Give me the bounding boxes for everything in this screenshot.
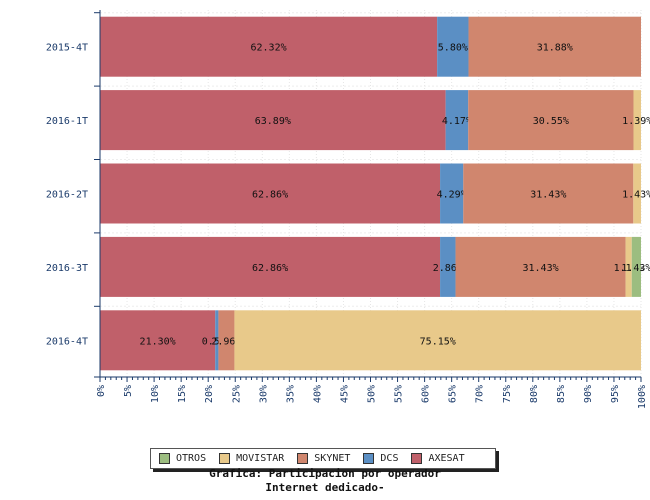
legend-item-otros: OTROS xyxy=(159,453,206,464)
legend-item-skynet: SKYNET xyxy=(297,453,350,464)
data-label: 31.43% xyxy=(523,263,559,274)
x-tick-label: 20% xyxy=(204,385,215,403)
x-tick-label: 5% xyxy=(123,385,134,397)
chart-legend: OTROS MOVISTAR SKYNET DCS AXESAT xyxy=(150,448,496,469)
data-label: 1.43% xyxy=(622,190,650,201)
x-tick-label: 15% xyxy=(177,385,188,403)
bar-segment-movistar xyxy=(633,90,641,151)
data-label: 62.86% xyxy=(252,263,288,274)
bar-segment-dcs xyxy=(437,16,469,77)
x-tick-label: 40% xyxy=(312,385,323,403)
legend-swatch xyxy=(411,453,423,464)
data-label: 75.15% xyxy=(420,336,456,347)
bar-segment-skynet xyxy=(463,163,634,224)
legend-label: MOVISTAR xyxy=(236,453,285,464)
bar-segment-axesat xyxy=(100,90,446,151)
data-label: 5.80% xyxy=(438,43,468,54)
x-tick-label: 10% xyxy=(150,385,161,403)
x-tick-label: 85% xyxy=(556,385,567,403)
x-tick-label: 70% xyxy=(475,385,486,403)
data-label: 1.43% xyxy=(621,263,650,274)
bar-segment-skynet xyxy=(455,236,626,297)
x-tick-label: 35% xyxy=(285,385,296,403)
legend-label: AXESAT xyxy=(428,453,465,464)
category-label: 2016-1T xyxy=(46,116,88,127)
x-tick-label: 30% xyxy=(258,385,269,403)
x-tick-label: 50% xyxy=(367,385,378,403)
x-tick-label: 0% xyxy=(96,385,107,397)
bar-segment-axesat xyxy=(100,236,441,297)
category-label: 2016-4T xyxy=(46,336,88,347)
x-tick-label: 100% xyxy=(637,385,648,409)
data-label: 63.89% xyxy=(255,116,291,127)
x-tick-label: 75% xyxy=(502,385,513,403)
bar-segment-skynet xyxy=(468,16,641,77)
bar-segment-axesat xyxy=(100,310,216,371)
bar-segment-otros xyxy=(631,236,641,297)
x-tick-label: 45% xyxy=(339,385,350,403)
bar-segment-dcs xyxy=(215,310,219,371)
x-tick-label: 25% xyxy=(231,385,242,403)
data-label: 31.88% xyxy=(537,43,573,54)
data-label: 2.96% xyxy=(211,336,241,347)
data-label: 0.59% xyxy=(202,336,232,347)
bar-segment-dcs xyxy=(445,90,469,151)
bar-segment-skynet xyxy=(468,90,634,151)
legend-swatch xyxy=(219,453,231,464)
category-label: 2015-4T xyxy=(46,43,88,54)
bar-segment-dcs xyxy=(440,163,464,224)
bar-segment-movistar xyxy=(625,236,632,297)
x-tick-label: 65% xyxy=(448,385,459,403)
data-label: 62.86% xyxy=(252,190,288,201)
legend-label: DCS xyxy=(380,453,399,464)
data-label: 21.30% xyxy=(140,336,176,347)
data-label: 31.43% xyxy=(530,190,566,201)
data-label: 62.32% xyxy=(251,43,287,54)
chart-bars: 62.32% 5.80% 31.88% 63.89% 4.17% 30.55% 1.39% 6… xyxy=(100,16,650,371)
x-tick-label: 90% xyxy=(583,385,594,403)
bar-segment-skynet xyxy=(218,310,235,371)
bar-segment-movistar xyxy=(234,310,641,371)
x-tick-label: 60% xyxy=(421,385,432,403)
chart-caption-line1: Grafica: Participacion por operador xyxy=(209,467,441,480)
x-tick-label: 55% xyxy=(394,385,405,403)
bar-segment-axesat xyxy=(100,16,438,77)
data-label: 2.86% xyxy=(433,263,463,274)
legend-swatch xyxy=(363,453,375,464)
category-label: 2016-3T xyxy=(46,263,88,274)
data-label: 1.14% xyxy=(614,263,644,274)
bar-segment-movistar xyxy=(633,163,641,224)
chart-axes: 2015-4T 2016-1T 2016-2T 2016-3T 2016-4T 0% 5% 1… xyxy=(46,10,648,409)
category-label: 2016-2T xyxy=(46,190,88,201)
legend-swatch xyxy=(159,453,170,464)
data-label: 1.39% xyxy=(622,116,650,127)
legend-item-axesat: AXESAT xyxy=(411,453,465,464)
data-label: 4.17% xyxy=(442,116,472,127)
legend-label: SKYNET xyxy=(314,453,351,464)
data-label: 4.29% xyxy=(437,190,467,201)
legend-item-movistar: MOVISTAR xyxy=(219,453,284,464)
bar-segment-axesat xyxy=(100,163,441,224)
bar-segment-dcs xyxy=(440,236,456,297)
chart-caption-line2: Internet dedicado- xyxy=(265,481,385,494)
legend-swatch xyxy=(297,453,309,464)
legend-label: OTROS xyxy=(176,453,207,464)
data-label: 30.55% xyxy=(533,116,569,127)
x-tick-label: 80% xyxy=(529,385,540,403)
legend-item-dcs: DCS xyxy=(363,453,398,464)
x-tick-label: 95% xyxy=(610,385,621,403)
